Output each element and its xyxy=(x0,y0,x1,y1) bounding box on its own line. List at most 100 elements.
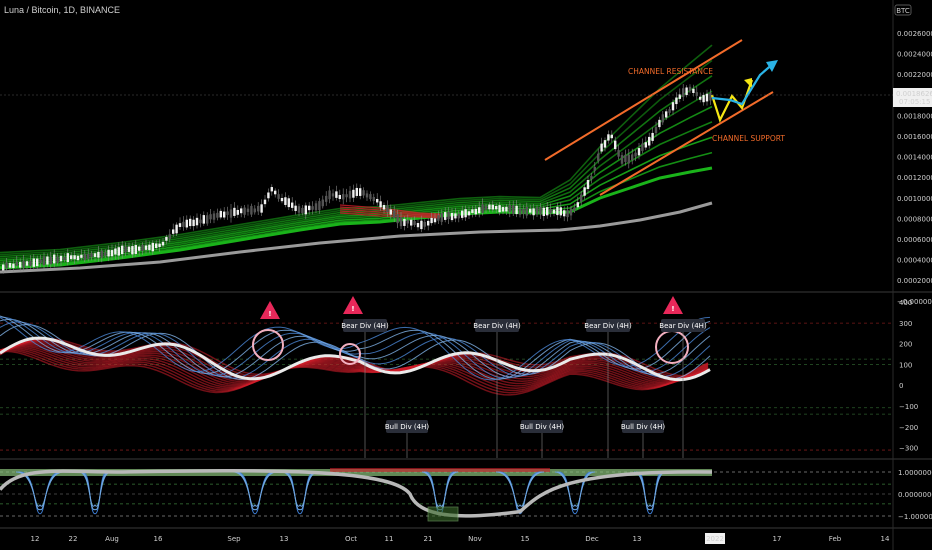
osc2-blue-line xyxy=(80,471,110,510)
price-tick-label: 0.0022000 xyxy=(897,71,932,79)
ema-ribbon-bear-line xyxy=(339,212,441,219)
candle-body xyxy=(413,221,416,226)
candle-body xyxy=(294,205,297,211)
candle-body xyxy=(352,189,355,198)
candle-body xyxy=(104,252,107,256)
candle-body xyxy=(304,205,307,215)
time-tick-label: 14 xyxy=(881,535,890,543)
candle-body xyxy=(539,206,542,215)
osc-blue-line xyxy=(0,316,711,379)
candle-body xyxy=(277,194,280,199)
candle-body xyxy=(481,204,484,213)
candle-body xyxy=(556,206,559,216)
ema-ribbon-bear-line xyxy=(339,210,441,218)
osc2-blue-line xyxy=(285,471,315,515)
time-tick-label: 13 xyxy=(633,535,642,543)
time-tick-label: Oct xyxy=(345,535,357,543)
osc2-blue-line xyxy=(637,471,663,515)
candle-body xyxy=(90,253,93,258)
ema-ribbon-bear-line xyxy=(339,208,441,217)
candle-body xyxy=(175,224,178,234)
candle-body xyxy=(508,204,511,213)
candle-body xyxy=(569,208,573,216)
candle-body xyxy=(199,219,202,224)
osc2-blue-line xyxy=(232,471,278,507)
candle-body xyxy=(63,256,66,261)
candle-body xyxy=(121,245,124,255)
bear-div-badge xyxy=(343,319,387,332)
candle-body xyxy=(114,248,117,255)
candle-body xyxy=(148,244,151,251)
time-tick-label: Feb xyxy=(829,535,842,543)
projection-arrowhead-yellow xyxy=(744,78,752,88)
candle-body xyxy=(97,251,100,258)
current-date-badge xyxy=(705,533,725,544)
candle-body xyxy=(705,93,709,102)
osc-blue-line xyxy=(0,318,711,378)
candle-body xyxy=(549,208,552,214)
osc-bear-ribbon xyxy=(0,346,709,388)
osc-tick-label: 300 xyxy=(899,320,912,328)
candle-body xyxy=(131,246,134,255)
candle-body xyxy=(257,205,260,212)
candle-body xyxy=(189,218,192,227)
candle-body xyxy=(178,223,182,227)
candle-body xyxy=(138,246,141,251)
currency-label: BTC xyxy=(896,7,910,15)
candle-body xyxy=(331,193,335,197)
candle-body xyxy=(583,187,586,196)
projection-arrowhead-blue xyxy=(766,60,778,72)
candle-body xyxy=(505,206,508,212)
candle-body xyxy=(614,140,617,150)
candle-body xyxy=(42,256,46,266)
candle-body xyxy=(328,190,331,200)
time-tick-label: 12 xyxy=(31,535,40,543)
candle-body xyxy=(665,111,668,118)
price-tick-label: 0.0014000 xyxy=(897,154,932,162)
bull-div-label: Bull Div (4H) xyxy=(621,423,666,431)
bull-div-label: Bull Div (4H) xyxy=(385,423,430,431)
candle-body xyxy=(563,210,566,217)
osc2-top-band xyxy=(0,469,712,476)
candle-body xyxy=(240,208,243,214)
candle-body xyxy=(634,152,637,157)
candle-body xyxy=(586,180,590,189)
candle-body xyxy=(658,119,661,128)
candle-body xyxy=(580,194,583,202)
candle-body xyxy=(325,195,328,202)
price-tick-label: 0.0018000 xyxy=(897,112,932,120)
candle-body xyxy=(644,142,647,148)
current-price-badge xyxy=(893,88,932,107)
osc-blue-line xyxy=(0,321,711,379)
channel-support-line xyxy=(599,91,774,196)
candle-body xyxy=(464,209,467,218)
osc-main-line xyxy=(0,336,711,382)
osc-bear-ribbon xyxy=(0,342,709,383)
osc-tick-label: 200 xyxy=(899,341,912,349)
osc-tick-label: 0 xyxy=(899,382,903,390)
ema-ribbon-line xyxy=(0,105,713,262)
chart-title: Luna / Bitcoin, 1D, BINANCE xyxy=(4,5,121,15)
candle-body xyxy=(144,245,148,250)
candle-body xyxy=(280,198,284,202)
candle-body xyxy=(161,241,165,246)
bull-div-badge xyxy=(622,420,664,433)
price-tick-label: 0.0016000 xyxy=(897,133,932,141)
candle-body xyxy=(467,211,471,216)
osc-tick-label: −300 xyxy=(899,445,918,453)
time-tick-label: 22 xyxy=(69,535,78,543)
candle-body xyxy=(263,199,267,205)
channel-support-label: CHANNEL SUPPORT xyxy=(712,134,785,143)
candle-body xyxy=(372,197,375,201)
candle-body xyxy=(406,219,409,224)
candle-body xyxy=(301,207,304,214)
candle-body xyxy=(379,201,382,208)
candle-body xyxy=(437,215,440,221)
osc-bear-ribbon xyxy=(0,347,709,390)
candle-body xyxy=(423,221,426,227)
candle-body xyxy=(253,208,256,213)
candle-body xyxy=(410,219,413,226)
candle-body xyxy=(593,167,596,171)
candle-body xyxy=(83,253,86,260)
